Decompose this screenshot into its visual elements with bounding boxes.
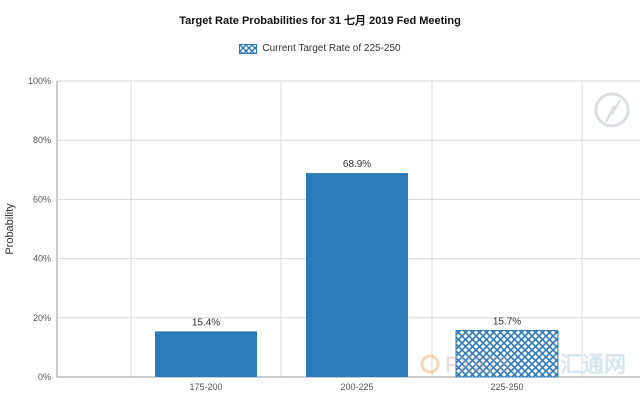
y-tick-label: 100% bbox=[28, 76, 51, 86]
bar-value-label: 15.7% bbox=[493, 317, 521, 328]
bar-175-200 bbox=[155, 331, 257, 377]
x-tick-label: 175-200 bbox=[189, 382, 222, 392]
y-tick-label: 0% bbox=[38, 372, 51, 382]
watermark-lightning-icon bbox=[604, 99, 622, 123]
legend: Current Target Rate of 225-250 bbox=[0, 43, 640, 54]
legend-swatch bbox=[239, 43, 258, 54]
y-tick-label: 40% bbox=[33, 254, 51, 264]
watermark-circle-icon bbox=[420, 354, 440, 374]
watermark-huitong-text: 汇通网 bbox=[560, 352, 626, 377]
watermark-fx678-text: FX678 bbox=[445, 352, 510, 377]
x-tick-label: 200-225 bbox=[340, 382, 373, 392]
watermark-logo-icon bbox=[594, 92, 630, 128]
y-tick-label: 20% bbox=[33, 313, 51, 323]
bar-value-label: 15.4% bbox=[192, 317, 220, 328]
legend-label: Current Target Rate of 225-250 bbox=[262, 43, 401, 54]
bar-200-225 bbox=[306, 173, 408, 377]
y-tick-label: 60% bbox=[33, 194, 51, 204]
x-tick-label: 225-250 bbox=[490, 382, 523, 392]
bar-225-250 bbox=[455, 330, 559, 378]
y-tick-label: 80% bbox=[33, 135, 51, 145]
chart-title: Target Rate Probabilities for 31 七月 2019… bbox=[179, 15, 461, 27]
bar-value-label: 68.9% bbox=[343, 159, 371, 170]
